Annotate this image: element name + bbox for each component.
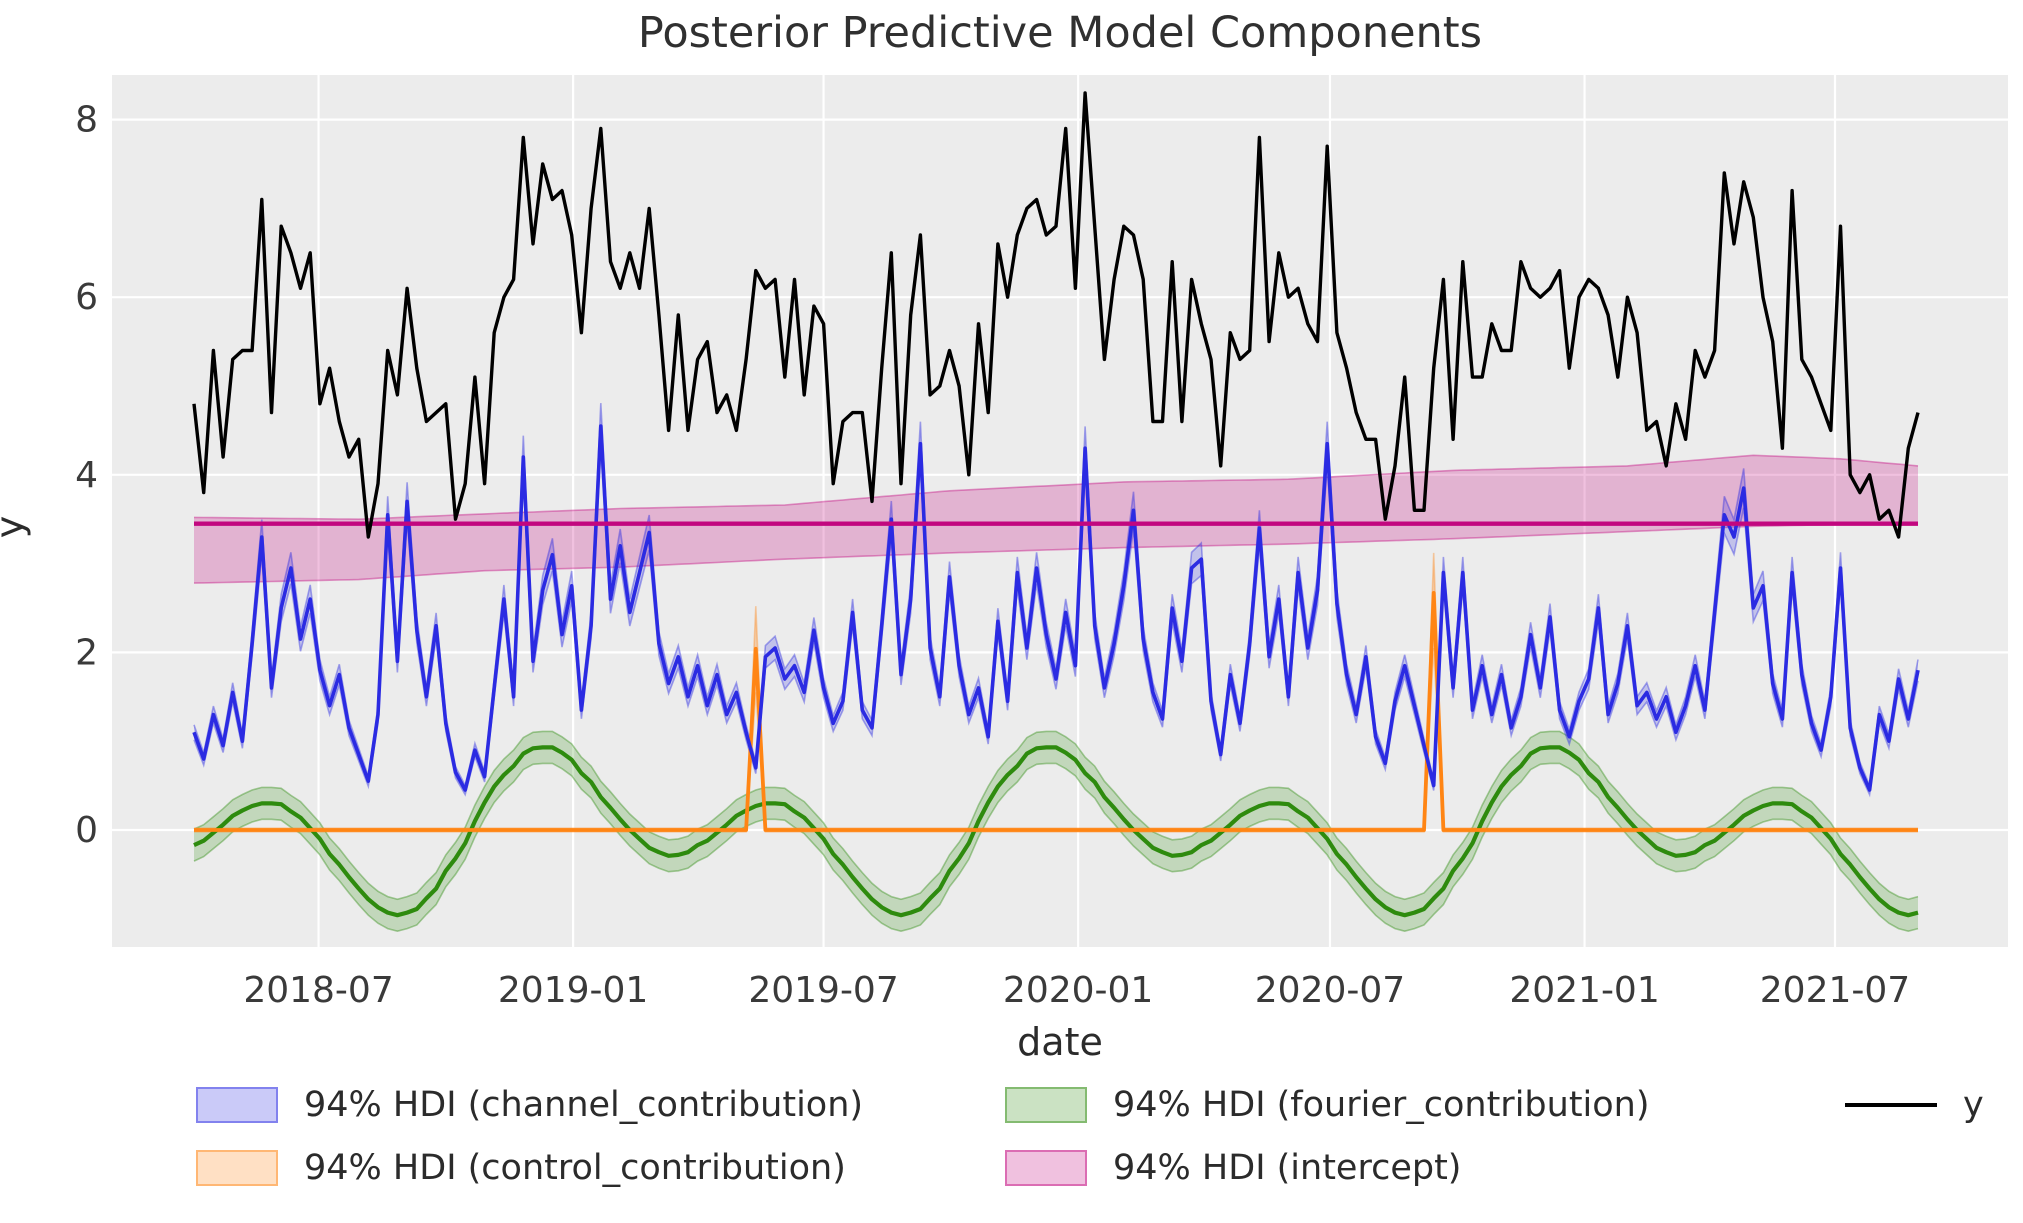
x-tick-label: 2021-01 — [1509, 970, 1659, 1011]
legend-label-control: 94% HDI (control_contribution) — [304, 1148, 846, 1188]
legend-item-intercept: 94% HDI (intercept) — [1005, 1148, 1461, 1188]
legend-item-fourier: 94% HDI (fourier_contribution) — [1005, 1085, 1650, 1125]
legend-label-y: y — [1963, 1085, 1984, 1125]
y-tick-label: 0 — [75, 810, 98, 851]
intercept-hdi-swatch — [1005, 1150, 1087, 1186]
legend-label-channel: 94% HDI (channel_contribution) — [304, 1085, 864, 1125]
y-axis-label: y — [0, 516, 31, 539]
legend-label-intercept: 94% HDI (intercept) — [1113, 1148, 1462, 1188]
x-tick-label: 2019-07 — [748, 970, 898, 1011]
y-tick-label: 8 — [75, 100, 98, 141]
chart-title: Posterior Predictive Model Components — [637, 8, 1483, 58]
x-tick-label: 2021-07 — [1760, 970, 1910, 1011]
channel-hdi-swatch — [196, 1087, 278, 1123]
legend-item-channel: 94% HDI (channel_contribution) — [196, 1085, 863, 1125]
legend-item-control: 94% HDI (control_contribution) — [196, 1148, 846, 1188]
x-tick-label: 2020-01 — [1003, 970, 1153, 1011]
x-tick-label: 2019-01 — [498, 970, 648, 1011]
x-tick-label: 2020-07 — [1255, 970, 1405, 1011]
y-line-swatch — [1845, 1103, 1937, 1107]
y-tick-label: 2 — [75, 632, 98, 673]
x-tick-label: 2018-07 — [243, 970, 393, 1011]
control-hdi-swatch — [196, 1150, 278, 1186]
y-tick-label: 6 — [75, 277, 98, 318]
legend-label-fourier: 94% HDI (fourier_contribution) — [1113, 1085, 1650, 1125]
fourier-hdi-swatch — [1005, 1087, 1087, 1123]
legend-item-y: y — [1845, 1085, 1984, 1125]
y-tick-label: 4 — [75, 455, 98, 496]
x-axis-label: date — [1017, 1020, 1103, 1064]
